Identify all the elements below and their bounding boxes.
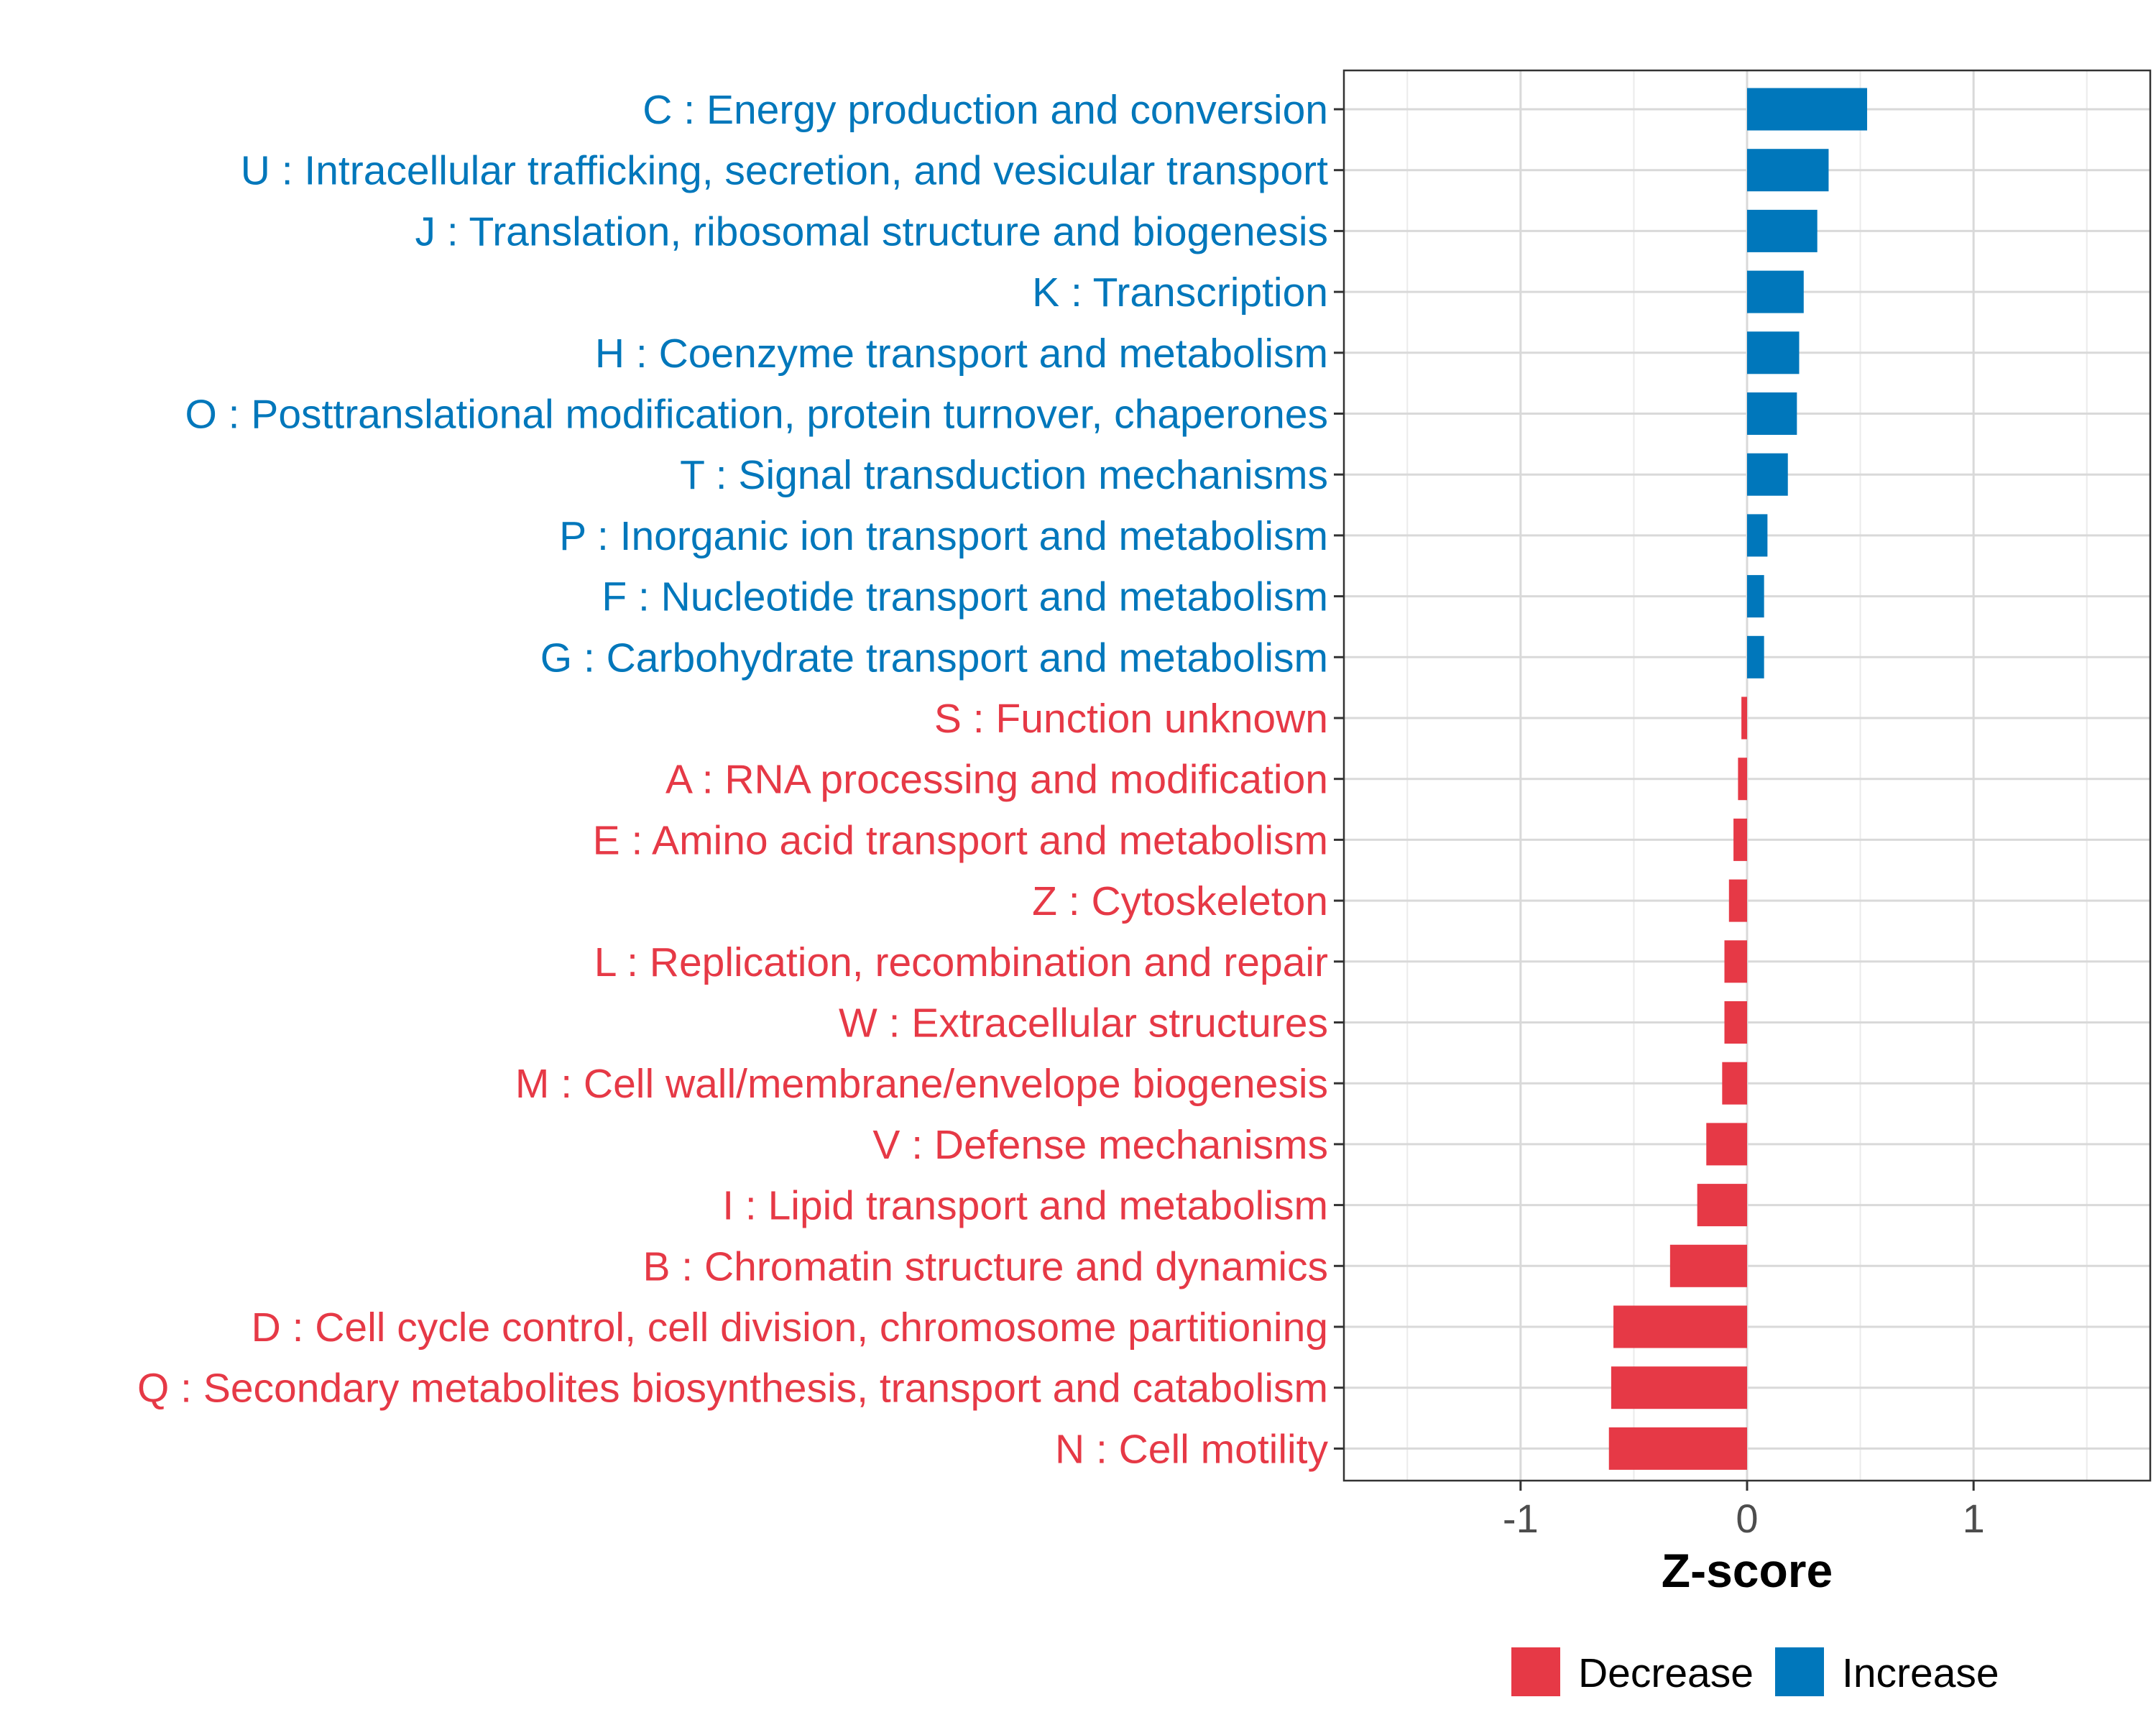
bar-8 xyxy=(1747,575,1764,618)
category-label-10: S : Function unknown xyxy=(934,696,1328,742)
bar-22 xyxy=(1608,1427,1747,1470)
category-label-8: F : Nucleotide transport and metabolism xyxy=(602,574,1328,620)
category-label-18: I : Lipid transport and metabolism xyxy=(722,1183,1328,1229)
bar-7 xyxy=(1747,514,1768,557)
bar-6 xyxy=(1747,453,1788,496)
bar-0 xyxy=(1747,88,1868,131)
legend-swatch-decrease xyxy=(1511,1647,1560,1696)
category-label-6: T : Signal transduction mechanisms xyxy=(680,452,1328,498)
bar-12 xyxy=(1733,818,1747,861)
category-label-5: O : Posttranslational modification, prot… xyxy=(185,392,1328,438)
bar-1 xyxy=(1747,149,1829,192)
bar-15 xyxy=(1724,1001,1747,1044)
bars xyxy=(1608,88,1868,1470)
y-axis-labels: C : Energy production and conversion U : … xyxy=(137,87,1329,1472)
x-tick-label-1: 0 xyxy=(1736,1496,1758,1541)
bar-21 xyxy=(1611,1366,1747,1409)
bar-16 xyxy=(1722,1062,1747,1105)
category-label-2: J : Translation, ribosomal structure and… xyxy=(415,208,1328,254)
category-label-14: L : Replication, recombination and repai… xyxy=(594,939,1328,985)
category-label-17: V : Defense mechanisms xyxy=(872,1122,1328,1168)
x-axis-ticks: -1 0 1 xyxy=(1503,1481,1985,1541)
x-tick-label-0: -1 xyxy=(1503,1496,1539,1541)
y-axis-ticks xyxy=(1334,108,1344,1450)
category-label-19: B : Chromatin structure and dynamics xyxy=(642,1243,1328,1289)
x-tick-label-2: 1 xyxy=(1963,1496,1985,1541)
x-axis-title: Z-score xyxy=(1662,1544,1833,1597)
category-label-15: W : Extracellular structures xyxy=(839,1000,1328,1046)
category-label-7: P : Inorganic ion transport and metaboli… xyxy=(559,513,1328,559)
category-label-3: K : Transcription xyxy=(1032,270,1328,316)
category-label-0: C : Energy production and conversion xyxy=(642,87,1328,133)
bar-3 xyxy=(1747,270,1804,313)
bar-14 xyxy=(1724,940,1747,983)
category-label-11: A : RNA processing and modification xyxy=(665,757,1328,803)
bar-5 xyxy=(1747,392,1797,435)
category-label-16: M : Cell wall/membrane/envelope biogenes… xyxy=(515,1061,1328,1107)
category-label-21: Q : Secondary metabolites biosynthesis, … xyxy=(137,1366,1328,1412)
category-label-20: D : Cell cycle control, cell division, c… xyxy=(252,1305,1328,1351)
legend-label-increase: Increase xyxy=(1842,1650,1999,1696)
bar-11 xyxy=(1738,758,1747,801)
bar-2 xyxy=(1747,209,1818,252)
category-label-1: U : Intracellular trafficking, secretion… xyxy=(241,148,1328,194)
bar-10 xyxy=(1741,696,1747,740)
bar-4 xyxy=(1747,331,1800,374)
category-label-13: Z : Cytoskeleton xyxy=(1032,878,1328,924)
legend: Decrease Increase xyxy=(1511,1647,1999,1696)
bar-17 xyxy=(1706,1123,1747,1166)
category-label-12: E : Amino acid transport and metabolism xyxy=(593,817,1328,863)
category-label-9: G : Carbohydrate transport and metabolis… xyxy=(540,635,1328,681)
category-label-4: H : Coenzyme transport and metabolism xyxy=(595,331,1328,377)
legend-swatch-increase xyxy=(1775,1647,1824,1696)
bar-19 xyxy=(1669,1244,1747,1287)
bar-18 xyxy=(1697,1184,1747,1227)
category-label-22: N : Cell motility xyxy=(1055,1426,1329,1472)
bar-13 xyxy=(1728,879,1747,922)
bar-9 xyxy=(1747,635,1764,678)
legend-label-decrease: Decrease xyxy=(1578,1650,1754,1696)
bar-20 xyxy=(1613,1305,1747,1348)
